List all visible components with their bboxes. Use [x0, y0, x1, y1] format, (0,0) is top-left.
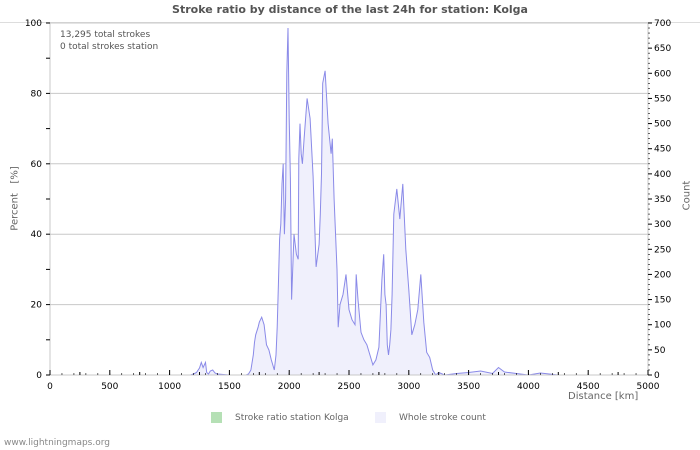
- legend-ratio-swatch: [211, 412, 222, 423]
- y-right-tick-label: 150: [654, 296, 671, 306]
- y-left-axis-label: Percent [%]: [9, 166, 21, 231]
- x-tick-label: 3000: [397, 382, 420, 392]
- y-right-tick-label: 500: [654, 120, 671, 130]
- count-area: [169, 28, 648, 375]
- x-tick-label: 1000: [158, 382, 181, 392]
- y-left-tick-label: 40: [31, 230, 43, 240]
- y-right-axis-label: Count: [681, 180, 693, 211]
- y-right-tick-label: 600: [654, 69, 671, 79]
- y-right-tick-label: 700: [654, 19, 671, 29]
- y-left-tick-label: 0: [36, 371, 42, 381]
- y-left-tick-label: 20: [31, 301, 43, 311]
- y-right-tick-label: 0: [654, 371, 660, 381]
- total-strokes-note: 13,295 total strokes: [60, 30, 151, 40]
- y-right-tick-label: 400: [654, 170, 671, 180]
- legend-count-label: Whole stroke count: [399, 412, 486, 423]
- y-right-tick-label: 550: [654, 94, 671, 104]
- y-right-tick-label: 250: [654, 245, 671, 255]
- legend-count-swatch: [375, 412, 386, 423]
- x-tick-label: 4000: [517, 382, 540, 392]
- count-line: [169, 27, 648, 376]
- x-tick-label: 0: [47, 382, 53, 392]
- x-tick-label: 4500: [577, 382, 600, 392]
- x-tick-label: 500: [101, 382, 118, 392]
- y-right-tick-label: 300: [654, 220, 671, 230]
- x-tick-label: 5000: [637, 382, 660, 392]
- y-left-tick-label: 60: [31, 160, 43, 170]
- legend-ratio-label: Stroke ratio station Kolga: [235, 412, 349, 423]
- x-tick-label: 2000: [278, 382, 301, 392]
- x-tick-label: 3500: [457, 382, 480, 392]
- y-left-tick-label: 80: [31, 89, 43, 99]
- x-axis-label: Distance [km]: [568, 391, 639, 402]
- y-left-tick-label: 100: [25, 19, 42, 29]
- station-strokes-note: 0 total strokes station: [60, 42, 159, 52]
- y-right-tick-label: 350: [654, 195, 671, 205]
- y-right-tick-label: 200: [654, 270, 671, 280]
- y-right-tick-label: 450: [654, 145, 671, 155]
- legend-ratio: Stroke ratio station Kolga: [211, 412, 349, 423]
- legend-count: Whole stroke count: [375, 412, 486, 423]
- chart-title: Stroke ratio by distance of the last 24h…: [172, 3, 528, 16]
- x-tick-label: 1500: [218, 382, 241, 392]
- y-right-tick-label: 100: [654, 321, 671, 331]
- footer-link[interactable]: www.lightningmaps.org: [4, 438, 110, 448]
- x-tick-label: 2500: [338, 382, 361, 392]
- y-right-tick-label: 650: [654, 44, 671, 54]
- y-right-tick-label: 50: [654, 346, 666, 356]
